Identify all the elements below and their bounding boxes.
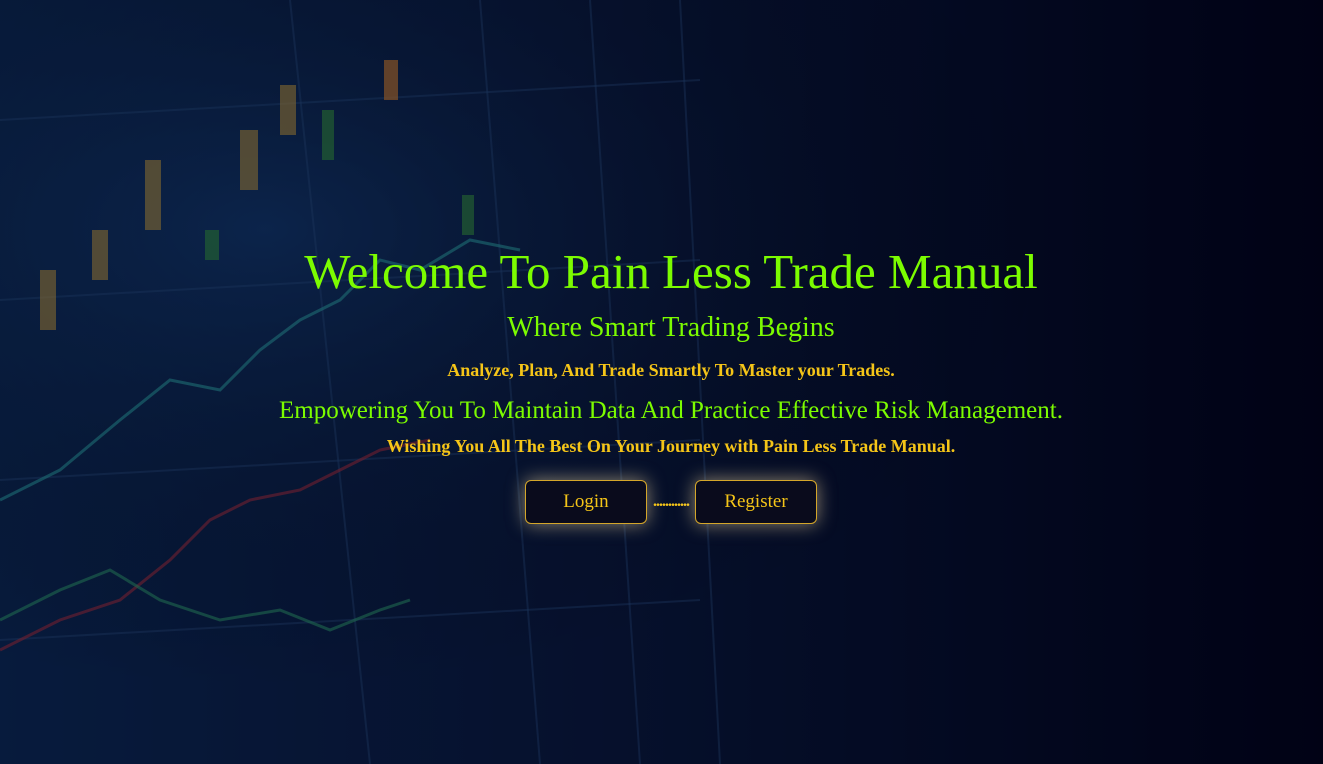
bg-lines xyxy=(0,238,521,652)
bg-grid xyxy=(0,0,721,764)
tagline: Analyze, Plan, And Trade Smartly To Mast… xyxy=(447,360,895,380)
register-button[interactable]: Register xyxy=(695,480,817,524)
bg-candles xyxy=(40,60,474,330)
actions: Login ............ Register xyxy=(271,480,1071,524)
description: Empowering You To Maintain Data And Prac… xyxy=(279,397,1063,424)
title: Welcome To Pain Less Trade Manual xyxy=(304,244,1038,299)
separator: ............ xyxy=(653,493,690,510)
hero: Welcome To Pain Less Trade Manual Where … xyxy=(271,238,1071,524)
login-button[interactable]: Login xyxy=(525,480,647,524)
wish: Wishing You All The Best On Your Journey… xyxy=(386,436,956,456)
subtitle: Where Smart Trading Begins xyxy=(507,312,835,343)
